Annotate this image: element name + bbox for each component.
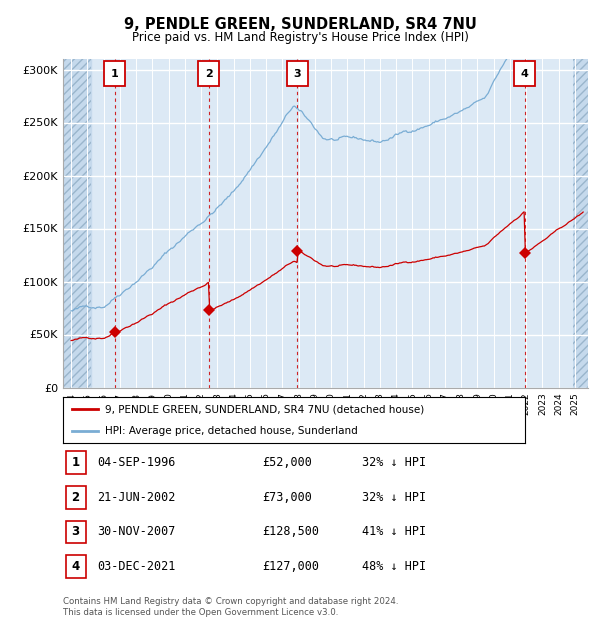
FancyBboxPatch shape: [65, 521, 86, 543]
Text: Contains HM Land Registry data © Crown copyright and database right 2024.
This d: Contains HM Land Registry data © Crown c…: [63, 598, 398, 617]
Text: 9, PENDLE GREEN, SUNDERLAND, SR4 7NU: 9, PENDLE GREEN, SUNDERLAND, SR4 7NU: [124, 17, 476, 32]
Text: £52,000: £52,000: [263, 456, 313, 469]
Bar: [63, 59, 91, 388]
Text: 30-NOV-2007: 30-NOV-2007: [97, 526, 176, 538]
Bar: [63, 59, 91, 388]
Text: 32% ↓ HPI: 32% ↓ HPI: [362, 491, 427, 503]
Text: 4: 4: [71, 560, 80, 573]
Text: HPI: Average price, detached house, Sunderland: HPI: Average price, detached house, Sund…: [104, 426, 358, 436]
Bar: [574, 59, 588, 388]
FancyBboxPatch shape: [65, 486, 86, 508]
Bar: [63, 59, 91, 388]
Text: 21-JUN-2002: 21-JUN-2002: [97, 491, 176, 503]
Text: 32% ↓ HPI: 32% ↓ HPI: [362, 456, 427, 469]
Text: £127,000: £127,000: [263, 560, 320, 573]
Text: 4: 4: [521, 69, 529, 79]
Text: Price paid vs. HM Land Registry's House Price Index (HPI): Price paid vs. HM Land Registry's House …: [131, 31, 469, 43]
Text: 3: 3: [71, 526, 80, 538]
Text: 2: 2: [71, 491, 80, 503]
Text: £73,000: £73,000: [263, 491, 313, 503]
Text: 03-DEC-2021: 03-DEC-2021: [97, 560, 176, 573]
Text: 48% ↓ HPI: 48% ↓ HPI: [362, 560, 427, 573]
Text: 1: 1: [71, 456, 80, 469]
FancyBboxPatch shape: [287, 61, 308, 86]
FancyBboxPatch shape: [198, 61, 220, 86]
Text: 41% ↓ HPI: 41% ↓ HPI: [362, 526, 427, 538]
Text: 1: 1: [110, 69, 118, 79]
Text: £128,500: £128,500: [263, 526, 320, 538]
Text: 9, PENDLE GREEN, SUNDERLAND, SR4 7NU (detached house): 9, PENDLE GREEN, SUNDERLAND, SR4 7NU (de…: [104, 404, 424, 414]
Text: 2: 2: [205, 69, 212, 79]
FancyBboxPatch shape: [104, 61, 125, 86]
Bar: [574, 59, 588, 388]
Text: 3: 3: [293, 69, 301, 79]
FancyBboxPatch shape: [65, 451, 86, 474]
FancyBboxPatch shape: [514, 61, 535, 86]
Text: 04-SEP-1996: 04-SEP-1996: [97, 456, 176, 469]
FancyBboxPatch shape: [65, 556, 86, 578]
